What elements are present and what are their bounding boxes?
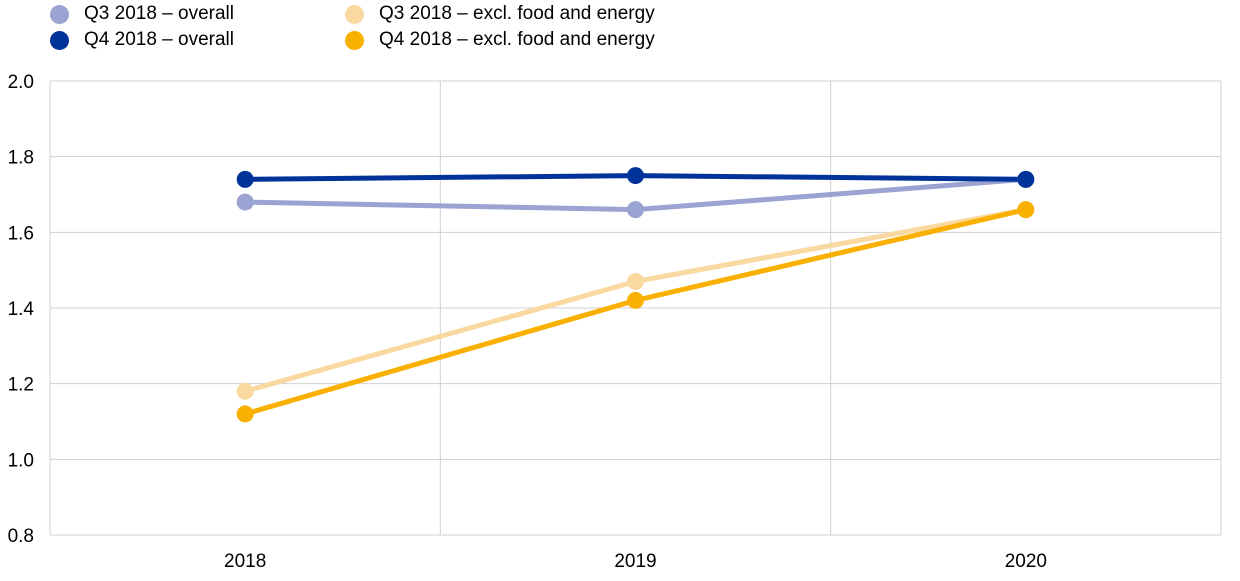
legend-marker [345,4,364,24]
series-points [236,167,1035,423]
y-tick-label: 1.2 [8,375,34,396]
legend-label: Q4 2018 – excl. food and energy [379,29,655,50]
legend-item-q4-overall: Q4 2018 – overall [50,28,234,52]
data-point [236,193,254,211]
y-tick-label: 1.8 [8,148,34,169]
legend-label: Q4 2018 – overall [84,29,234,50]
data-point [1017,170,1035,188]
legend-item-q3-overall: Q3 2018 – overall [50,2,234,26]
x-tick-label: 2019 [614,551,656,572]
data-point [236,382,254,400]
legend-marker [345,30,364,50]
data-point [236,405,254,423]
y-tick-label: 1.6 [8,223,34,244]
y-tick-label: 0.8 [8,526,34,547]
y-tick-label: 1.0 [8,450,34,471]
legend-label: Q3 2018 – overall [84,3,234,24]
legend-item-q3-excl: Q3 2018 – excl. food and energy [345,2,655,26]
x-tick-label: 2020 [1005,551,1047,572]
data-point [1017,201,1035,219]
x-tick-label: 2018 [224,551,266,572]
data-point [627,167,644,185]
y-tick-label: 1.4 [8,299,35,320]
y-tick-label: 2.0 [8,72,34,93]
data-point [627,201,644,219]
data-point [627,273,644,291]
legend-item-q4-excl: Q4 2018 – excl. food and energy [345,28,655,52]
gridlines [49,80,1222,536]
chart-legend: Q3 2018 – overall Q4 2018 – overall Q3 2… [0,0,1240,56]
legend-marker [50,4,69,24]
axis-labels: 0.8 1.0 1.2 1.4 1.6 1.8 2.0 2018 2019 2020 [8,72,1047,572]
data-point [627,291,644,309]
legend-marker [50,30,69,50]
data-point [236,170,254,188]
legend-label: Q3 2018 – excl. food and energy [379,3,655,24]
